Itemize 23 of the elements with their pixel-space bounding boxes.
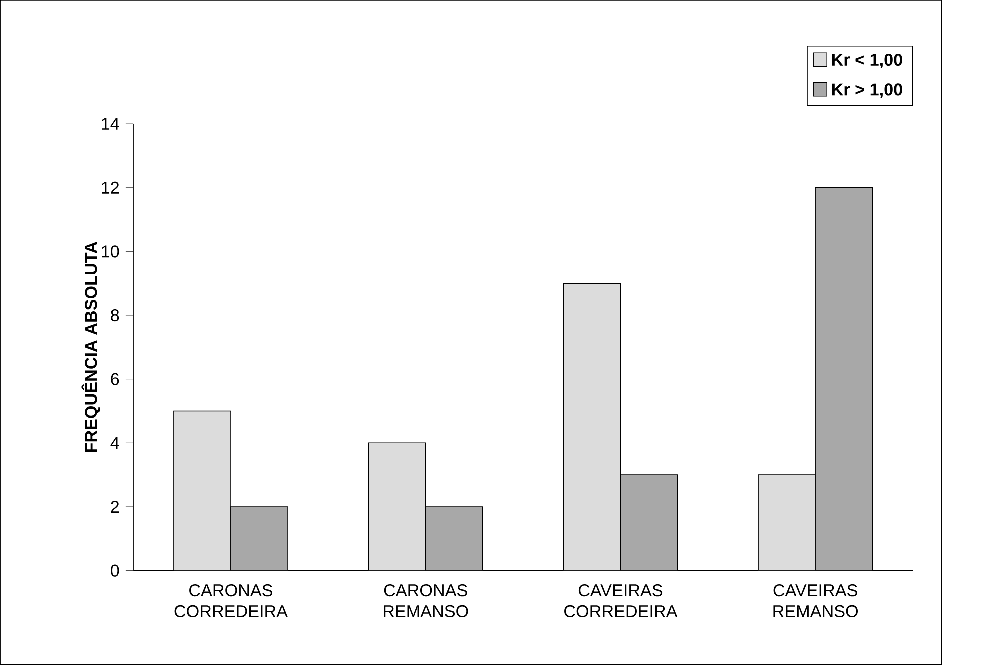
x-tick-label: CARONAS REMANSO [384, 584, 468, 618]
y-tick-label: 10 [102, 245, 120, 258]
bar [426, 506, 483, 571]
bar [758, 474, 816, 571]
y-axis-title: FREQUÊNCIA ABSOLUTA [82, 242, 100, 452]
x-tick-label: CAVEIRAS REMANSO [774, 584, 858, 618]
y-tick-label: 2 [111, 500, 119, 513]
legend-label: Kr < 1,00 [832, 54, 902, 68]
y-tick-label: 14 [102, 118, 120, 130]
y-tick-label: 8 [111, 309, 120, 322]
y-tick-label: 12 [102, 182, 119, 194]
bar [368, 442, 426, 571]
y-tick-label: 0 [111, 564, 120, 577]
bar [815, 187, 873, 571]
bar [564, 283, 621, 571]
y-tick-label: 6 [111, 373, 120, 386]
bar [230, 506, 288, 571]
x-tick-label: CARONAS CORREDEIRA [174, 584, 288, 618]
bar [620, 474, 678, 571]
bar [174, 411, 231, 571]
x-tick-label: CAVEIRAS CORREDEIRA [564, 584, 678, 618]
legend-label: Kr > 1,00 [832, 83, 902, 98]
y-tick-label: 4 [110, 437, 120, 449]
